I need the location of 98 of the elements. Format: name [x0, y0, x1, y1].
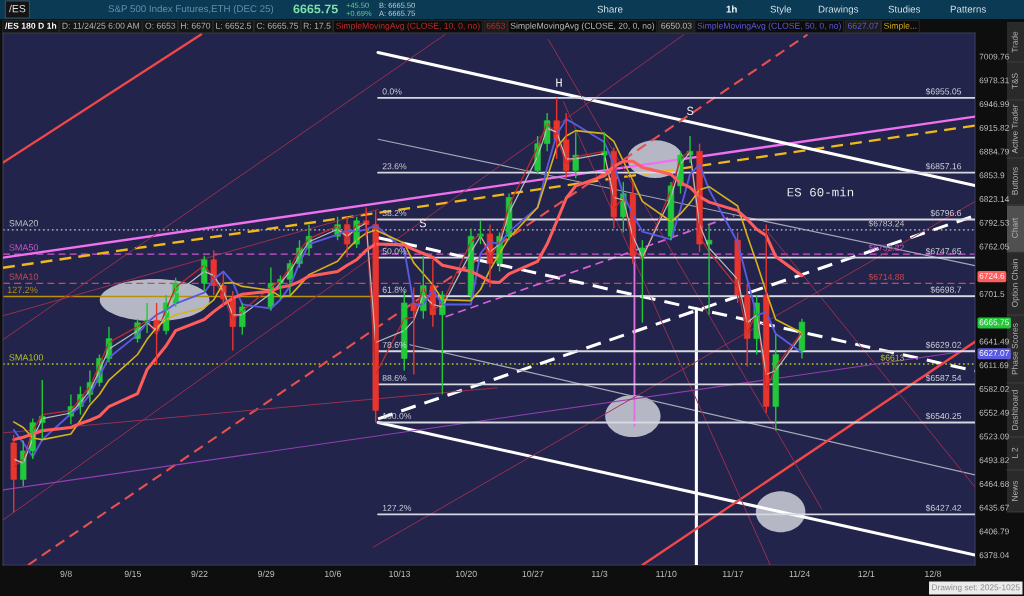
text: O: 6653	[145, 22, 176, 29]
text: Simple...	[884, 22, 917, 31]
text: Phase Scores	[1011, 323, 1018, 375]
chart-title: /ES	[9, 4, 26, 13]
y-tick-label: 6493.82	[979, 457, 1009, 464]
text: 6653	[486, 22, 506, 29]
annotation: 127.2%	[382, 504, 412, 511]
text: Drawing set: 2025-1025	[932, 584, 1020, 592]
x-tick-label: 10/20	[455, 570, 477, 577]
y-tick-label: 6641.49	[979, 338, 1009, 345]
x-tick-label: 9/29	[258, 570, 275, 577]
y-tick-label: 6724.6	[979, 272, 1005, 279]
x-tick-label: 9/8	[60, 570, 72, 577]
y-tick-label: 6627.07	[979, 350, 1009, 356]
annotation: $6747.65	[925, 247, 962, 255]
text: 6650.03	[661, 22, 692, 29]
text: /ES 180 D 1h	[5, 22, 57, 29]
annotation: $6613	[880, 354, 904, 362]
x-tick-label: 11/17	[722, 570, 744, 577]
annotation: $6857.16	[925, 162, 962, 170]
text: Trade	[1011, 31, 1018, 53]
annotation: 127.2%	[7, 286, 38, 293]
text: 1h	[726, 5, 737, 13]
text: Drawings	[818, 5, 859, 15]
y-tick-label: 6701.5	[979, 291, 1005, 297]
chart-subtitle: S&P 500 Index Futures,ETH (DEC 25)	[108, 4, 274, 15]
text: SimpleMovingAvg (CLOSE, 20, 0, no)	[510, 22, 655, 31]
y-tick-label: 6853.9	[979, 172, 1005, 179]
text: T&S	[1011, 73, 1018, 89]
text: Active Trader	[1011, 104, 1018, 154]
text: News	[1011, 480, 1018, 501]
text: Patterns	[950, 5, 986, 13]
annotation: $6796.6	[930, 209, 962, 217]
x-tick-label: 10/6	[324, 570, 341, 577]
y-tick-label: 6582.02	[979, 386, 1009, 392]
text: L 2	[1011, 447, 1018, 458]
x-tick-label: 9/15	[124, 570, 141, 577]
x-tick-label: 10/27	[522, 570, 544, 577]
text: Chart	[1011, 217, 1018, 238]
y-tick-label: 6915.82	[979, 124, 1009, 131]
x-tick-label: 11/24	[789, 570, 810, 577]
annotation: S	[419, 218, 427, 228]
text: SimpleMovingAvg (CLOSE, 10, 0, no)	[336, 22, 480, 31]
text: H: 6670	[181, 22, 211, 29]
annotation: $6783.24	[868, 220, 905, 228]
ref-line-label: SMA50	[9, 244, 39, 251]
y-tick-label: 6884.79	[979, 148, 1009, 155]
annotation: ES 60-min	[787, 187, 854, 197]
text: R: 17.5	[303, 22, 331, 29]
y-tick-label: 6792.53	[979, 219, 1009, 226]
ref-line-label: SMA100	[9, 354, 44, 361]
x-tick-label: 12/1	[858, 570, 875, 577]
y-tick-label: 6762.05	[979, 243, 1009, 250]
annotation: $6955.05	[925, 88, 962, 95]
annotation: $6698.7	[930, 286, 962, 294]
text: 6665.75	[293, 4, 338, 14]
text: Share	[597, 5, 623, 13]
annotation: 38.2%	[382, 210, 407, 217]
annotation: $6427.42	[925, 504, 962, 512]
y-tick-label: 6406.79	[979, 528, 1009, 535]
ref-line-label: SMA10	[9, 273, 39, 280]
x-tick-label: 11/10	[656, 570, 677, 577]
y-tick-label: 6823.14	[979, 196, 1010, 203]
text: D: 11/24/25 6:00 AM	[62, 22, 140, 29]
y-tick-label: 6978.31	[979, 77, 1009, 84]
annotation: $6714.88	[868, 273, 904, 281]
annotation: $6587.54	[925, 374, 962, 382]
y-tick-label: 6946.99	[979, 101, 1009, 108]
x-tick-label: 9/22	[191, 570, 208, 577]
annotation: 88.6%	[382, 374, 407, 382]
ref-line-label: SMA20	[9, 220, 39, 227]
y-tick-label: 6552.49	[979, 409, 1009, 416]
annotation: $6629.02	[925, 341, 962, 349]
y-tick-label: 6378.04	[979, 552, 1010, 559]
text: Buttons	[1011, 167, 1018, 195]
text: Option Chain	[1011, 259, 1020, 307]
annotation: 61.8%	[382, 286, 407, 293]
annotation: H	[556, 78, 562, 87]
y-tick-label: 6435.67	[979, 504, 1009, 511]
text: Studies	[888, 5, 921, 13]
y-tick-label: 6611.69	[979, 362, 1009, 369]
text: C: 6665.75	[256, 22, 299, 29]
text: Dashboard	[1011, 390, 1018, 430]
annotation: 0.0%	[382, 88, 402, 95]
x-tick-label: 10/13	[389, 570, 411, 577]
annotation: S	[686, 106, 694, 116]
y-tick-label: 6665.75	[979, 319, 1009, 326]
x-tick-label: 12/8	[925, 570, 942, 577]
annotation: 23.6%	[382, 163, 407, 170]
text: 6627.07	[847, 22, 879, 29]
y-tick-label: 7009.76	[979, 53, 1009, 60]
y-tick-label: 6464.68	[979, 481, 1009, 487]
text: Style	[770, 5, 792, 15]
x-tick-label: 11/3	[592, 570, 608, 577]
text: L: 6652.5	[216, 22, 252, 29]
text: SimpleMovingAvg (CLOSE, 50, 0, no)	[697, 22, 841, 31]
annotation: $6540.25	[925, 412, 962, 420]
y-tick-label: 6523.09	[979, 433, 1009, 440]
